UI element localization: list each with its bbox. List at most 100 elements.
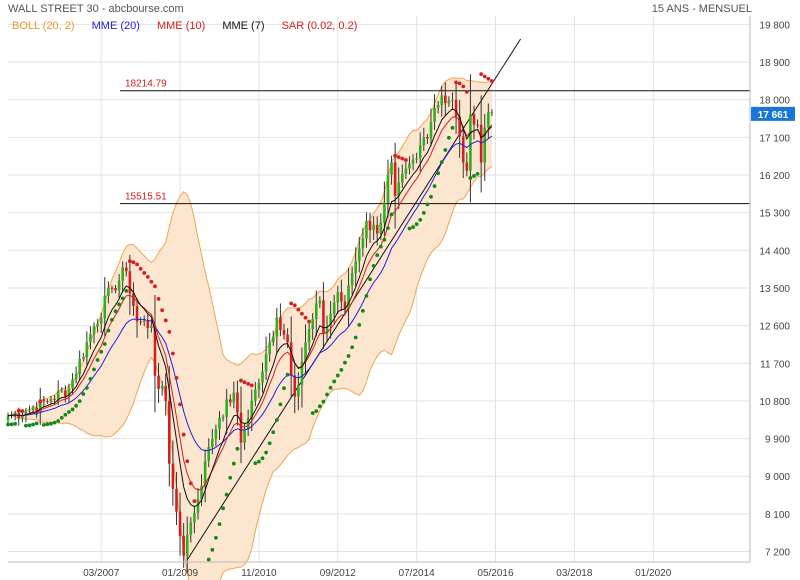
y-tick-label: 9 000 bbox=[765, 472, 790, 483]
candle-body bbox=[257, 382, 261, 390]
legend-sar[interactable]: SAR (0.02, 0.2) bbox=[281, 20, 358, 32]
candle-body bbox=[279, 317, 282, 330]
sar-dot bbox=[432, 184, 437, 189]
candle-body bbox=[96, 323, 99, 327]
candle-body bbox=[322, 300, 325, 334]
sar-dot bbox=[124, 289, 129, 293]
candle-body bbox=[271, 336, 275, 343]
candle-body bbox=[185, 534, 189, 556]
candle-body bbox=[35, 407, 38, 412]
candle-body bbox=[128, 271, 132, 294]
candle-body bbox=[408, 163, 411, 169]
sar-dot bbox=[224, 492, 229, 497]
sar-dot bbox=[145, 274, 150, 279]
sar-dot bbox=[328, 385, 333, 390]
candle-body bbox=[182, 535, 185, 556]
candle-body bbox=[340, 292, 343, 302]
candle-body bbox=[139, 321, 142, 323]
candle-body bbox=[232, 392, 236, 403]
y-tick-label: 18 900 bbox=[759, 58, 790, 69]
candle-body bbox=[142, 320, 146, 322]
candle-body bbox=[479, 124, 483, 163]
sar-dot bbox=[282, 386, 286, 391]
sar-dot bbox=[364, 294, 369, 298]
candle-body bbox=[239, 412, 243, 443]
sar-dot bbox=[106, 328, 111, 333]
sar-dot bbox=[436, 171, 441, 176]
candle-body bbox=[189, 522, 193, 535]
sar-dot bbox=[163, 318, 168, 323]
legend-boll[interactable]: BOLL (20, 2) bbox=[12, 20, 75, 32]
candle-body bbox=[325, 326, 329, 334]
sar-dot bbox=[63, 412, 68, 417]
candle-body bbox=[24, 411, 28, 416]
candle-body bbox=[243, 429, 246, 443]
sar-dot bbox=[49, 421, 53, 426]
sar-dot bbox=[321, 399, 326, 404]
sar-dot bbox=[153, 284, 157, 289]
level-label: 15515.51 bbox=[125, 192, 167, 203]
candle-body bbox=[42, 399, 46, 402]
sar-dot bbox=[411, 225, 415, 229]
sar-dot bbox=[88, 376, 93, 381]
candle-body bbox=[46, 401, 49, 403]
sar-dot bbox=[95, 358, 100, 362]
candle-body bbox=[13, 413, 17, 415]
candle-body bbox=[350, 273, 354, 286]
sar-dot bbox=[117, 302, 122, 307]
candle-body bbox=[318, 300, 322, 304]
candle-body bbox=[28, 410, 31, 412]
candle-body bbox=[429, 121, 433, 139]
candle-body bbox=[440, 95, 444, 105]
sar-dot bbox=[443, 148, 448, 152]
candle-body bbox=[436, 104, 440, 109]
legend-mme-20[interactable]: MME (20) bbox=[91, 20, 140, 32]
candle-body bbox=[289, 342, 293, 376]
sar-dot bbox=[6, 422, 10, 427]
sar-dot bbox=[425, 202, 430, 207]
sar-dot bbox=[375, 253, 380, 258]
candle-body bbox=[196, 499, 200, 513]
candle-body bbox=[390, 162, 393, 175]
candle-body bbox=[53, 398, 56, 400]
y-tick-label: 18 000 bbox=[759, 96, 790, 107]
sar-dot bbox=[421, 210, 426, 215]
sar-dot bbox=[257, 459, 261, 464]
candle-body bbox=[92, 326, 96, 334]
candle-body bbox=[160, 385, 164, 389]
candle-body bbox=[300, 361, 304, 386]
legend-mme-7[interactable]: MME (7) bbox=[222, 20, 265, 32]
sar-dot bbox=[253, 461, 258, 466]
sar-dot bbox=[464, 89, 469, 94]
candle-body bbox=[264, 354, 268, 372]
candle-body bbox=[60, 390, 64, 392]
sar-dot bbox=[368, 277, 372, 282]
sar-dot bbox=[325, 392, 329, 397]
x-tick-label: 03/2007 bbox=[83, 568, 120, 579]
sar-dot bbox=[289, 301, 294, 306]
legend-mme-10[interactable]: MME (10) bbox=[156, 20, 206, 32]
candle-body bbox=[168, 400, 171, 464]
candle-body bbox=[411, 159, 415, 164]
boll-upper bbox=[7, 77, 493, 417]
candle-body bbox=[461, 136, 465, 163]
sar-dot bbox=[185, 459, 190, 464]
candle-body bbox=[483, 127, 487, 163]
candle-body bbox=[311, 319, 314, 330]
candle-body bbox=[472, 114, 476, 125]
sar-dot bbox=[468, 176, 473, 180]
x-tick-label: 11/2010 bbox=[241, 568, 277, 579]
sar-dot bbox=[457, 81, 462, 86]
sar-dot bbox=[70, 407, 75, 412]
sar-dot bbox=[335, 373, 340, 378]
x-tick-label: 03/2018 bbox=[556, 568, 593, 579]
sar-dot bbox=[271, 430, 276, 435]
sar-dot bbox=[310, 411, 315, 416]
sar-dot bbox=[228, 475, 233, 480]
sar-dot bbox=[314, 409, 319, 414]
sar-dot bbox=[67, 410, 71, 414]
sar-dot bbox=[102, 342, 107, 346]
y-tick-label: 11 700 bbox=[760, 359, 790, 370]
sar-dot bbox=[41, 422, 46, 427]
